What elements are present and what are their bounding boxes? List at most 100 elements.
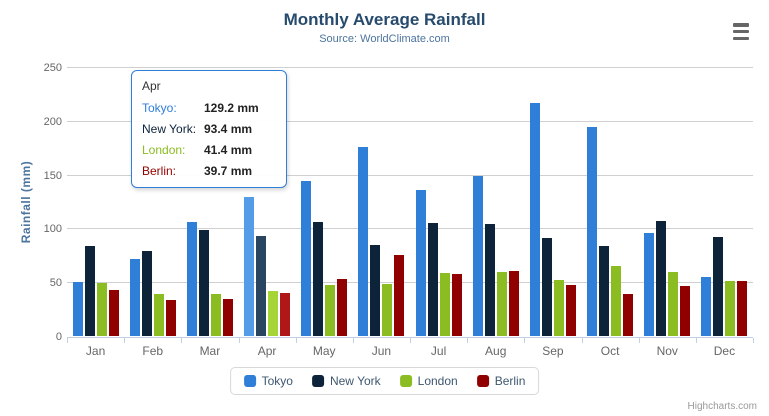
bar-tokyo-sep[interactable] [529, 103, 540, 336]
bar-new-york-jul[interactable] [427, 223, 438, 336]
legend-item-london[interactable]: London [399, 374, 458, 388]
bar-london-jan[interactable] [96, 283, 107, 336]
bar-tokyo-jun[interactable] [358, 146, 369, 336]
x-axis-label-apr: Apr [257, 344, 277, 358]
legend-label-new-york: New York [329, 374, 381, 388]
x-axis-label-may: May [312, 344, 336, 358]
tooltip-value: 39.7 mm [204, 163, 253, 178]
tooltip-value: 129.2 mm [204, 100, 259, 115]
x-axis-label-feb: Feb [142, 344, 164, 358]
bar-new-york-apr[interactable] [256, 235, 267, 336]
bar-berlin-apr[interactable] [280, 293, 291, 336]
x-axis-label-jun: Jun [371, 344, 392, 358]
bar-berlin-sep[interactable] [565, 284, 576, 336]
legend-swatch-berlin [476, 375, 489, 387]
legend-label-london: London [417, 374, 458, 388]
tooltip-row: Berlin: 39.7 mm [142, 160, 259, 181]
hamburger-icon [733, 29, 749, 34]
chart-title: Monthly Average Rainfall [283, 10, 486, 29]
bar-tokyo-nov[interactable] [644, 233, 655, 336]
bar-berlin-feb[interactable] [165, 300, 176, 336]
bar-london-apr[interactable] [268, 291, 279, 336]
x-axis-tick [410, 338, 411, 343]
bar-london-jul[interactable] [439, 272, 450, 336]
x-axis-label-nov: Nov [656, 344, 678, 358]
bar-london-oct[interactable] [611, 265, 622, 336]
bar-group-jun [353, 67, 410, 336]
x-axis-label-dec: Dec [713, 344, 736, 358]
y-axis-label-100: 100 [43, 223, 62, 236]
bar-tokyo-jan[interactable] [72, 282, 83, 336]
legend-label-tokyo: Tokyo [261, 374, 293, 388]
bar-london-feb[interactable] [153, 294, 164, 336]
chart-subtitle: Source: WorldClimate.com [319, 33, 450, 45]
x-axis-tick [181, 338, 183, 343]
x-axis-label-mar: Mar [199, 344, 221, 358]
bar-berlin-aug[interactable] [508, 271, 519, 336]
bar-group-dec [696, 67, 753, 336]
bar-berlin-dec[interactable] [737, 281, 748, 336]
bar-berlin-mar[interactable] [222, 298, 233, 336]
legend-item-new-york[interactable]: New York [311, 374, 381, 388]
bar-tokyo-oct[interactable] [587, 127, 598, 336]
bar-london-sep[interactable] [553, 279, 564, 336]
bar-berlin-oct[interactable] [623, 293, 634, 336]
hamburger-icon [733, 36, 749, 40]
bar-berlin-jan[interactable] [108, 290, 119, 336]
x-axis-tick [352, 338, 354, 343]
bar-berlin-jul[interactable] [451, 274, 462, 336]
bar-tokyo-dec[interactable] [701, 277, 712, 336]
bar-london-aug[interactable] [496, 271, 507, 336]
tooltip-rows: Tokyo: 129.2 mm New York: 93.4 mm London: 41.… [142, 97, 259, 181]
x-axis-tick [695, 338, 697, 343]
bar-new-york-oct[interactable] [599, 246, 610, 336]
legend-swatch-london [399, 375, 412, 387]
gridline-50 [67, 282, 753, 284]
x-axis-tick [638, 338, 640, 343]
bar-berlin-nov[interactable] [680, 285, 691, 336]
bar-tokyo-may[interactable] [301, 181, 312, 336]
y-axis-label-50: 50 [49, 277, 62, 290]
bar-new-york-jan[interactable] [84, 246, 95, 336]
bar-tokyo-jul[interactable] [415, 190, 426, 336]
legend-swatch-tokyo [243, 375, 256, 387]
tooltip-header: Apr [142, 79, 161, 93]
tooltip-series-label: Berlin: [142, 163, 177, 178]
bar-group-sep [524, 67, 581, 336]
gridline-250 [67, 67, 753, 68]
bar-new-york-dec[interactable] [713, 236, 724, 336]
bar-tokyo-apr[interactable] [244, 196, 255, 336]
bar-london-nov[interactable] [668, 272, 679, 336]
bar-berlin-may[interactable] [337, 279, 348, 336]
bar-london-jun[interactable] [382, 284, 393, 336]
x-axis-label-oct: Oct [600, 344, 620, 358]
y-axis-label-150: 150 [43, 169, 62, 182]
bar-london-dec[interactable] [725, 280, 736, 336]
tooltip-series-label: London: [142, 142, 186, 157]
credits-link[interactable]: Highcharts.com [687, 401, 757, 412]
bar-london-mar[interactable] [210, 293, 221, 336]
bar-tokyo-aug[interactable] [472, 176, 483, 336]
bar-new-york-aug[interactable] [484, 223, 495, 336]
tooltip-row: New York: 93.4 mm [142, 118, 259, 139]
legend-item-tokyo[interactable]: Tokyo [243, 374, 293, 388]
bar-new-york-jun[interactable] [370, 245, 381, 336]
bar-new-york-sep[interactable] [541, 237, 552, 336]
bar-new-york-may[interactable] [313, 221, 324, 336]
bar-tokyo-mar[interactable] [186, 221, 197, 336]
tooltip-row: London: 41.4 mm [142, 139, 259, 160]
x-axis-tick [467, 338, 469, 343]
bar-tokyo-feb[interactable] [129, 259, 140, 336]
bar-group-jul [410, 67, 467, 336]
context-menu-button[interactable] [733, 23, 749, 40]
bar-berlin-jun[interactable] [394, 254, 405, 336]
bar-new-york-mar[interactable] [198, 230, 209, 336]
bar-london-may[interactable] [325, 285, 336, 336]
x-axis-tick [67, 338, 68, 343]
x-axis-tick [238, 338, 240, 343]
bar-new-york-nov[interactable] [656, 221, 667, 336]
plot-area [67, 67, 754, 343]
bar-new-york-feb[interactable] [141, 251, 152, 336]
x-axis-label-jan: Jan [85, 344, 106, 358]
legend-item-berlin[interactable]: Berlin [476, 374, 525, 388]
